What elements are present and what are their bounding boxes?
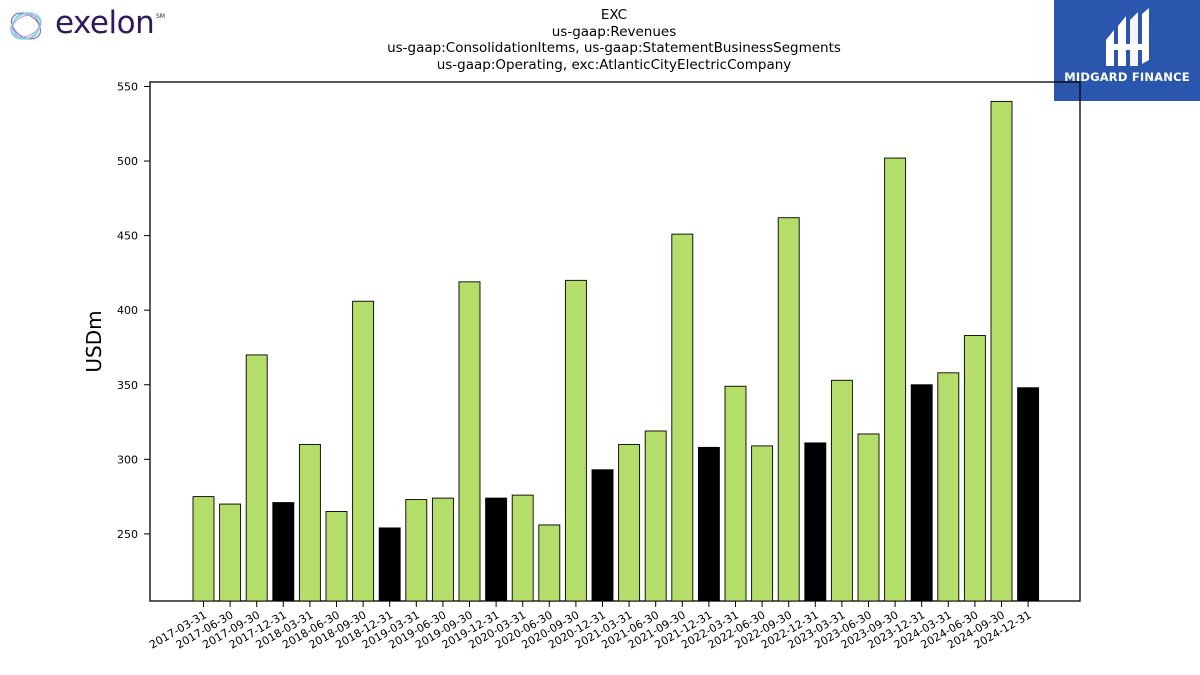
bar: [272, 502, 295, 602]
bar: [884, 157, 907, 602]
y-axis-label: USDm: [82, 310, 106, 372]
y-tick-label: 450: [117, 230, 138, 243]
title-line-1: EXC: [600, 7, 628, 23]
bar: [538, 524, 561, 602]
bar: [431, 497, 454, 602]
bar: [511, 494, 534, 602]
bar: [325, 511, 348, 602]
bar: [485, 497, 508, 602]
bar: [192, 496, 215, 602]
bar: [405, 499, 428, 602]
bar: [1017, 387, 1040, 602]
bar: [830, 379, 853, 602]
brand-service-mark: SM: [156, 13, 165, 20]
bar: [990, 100, 1013, 602]
bar: [697, 446, 720, 602]
y-tick-label: 550: [117, 80, 138, 93]
plot-frame: [149, 81, 1081, 602]
y-tick-label: 500: [117, 155, 138, 168]
bar: [644, 430, 667, 602]
exelon-logo: [10, 12, 42, 40]
bar: [378, 527, 401, 602]
bar: [298, 443, 321, 602]
title-line-2: us-gaap:Revenues: [551, 23, 677, 40]
y-tick-label: 250: [117, 528, 138, 541]
bar: [245, 354, 268, 602]
midgard-logo-icon: [1106, 8, 1149, 66]
bar: [219, 503, 242, 602]
bar: [937, 372, 960, 602]
bar: [777, 217, 800, 602]
title-line-3: us-gaap:ConsolidationItems, us-gaap:Stat…: [387, 40, 841, 56]
brand-name: exelon: [55, 5, 155, 41]
bar: [671, 233, 694, 602]
midgard-finance-badge: MIDGARD FINANCE: [1054, 0, 1200, 101]
bar: [857, 433, 880, 602]
bar: [910, 384, 933, 602]
bar: [751, 445, 774, 602]
bar: [591, 469, 614, 602]
bar: [564, 279, 587, 602]
badge-text: MIDGARD FINANCE: [1064, 70, 1190, 84]
bar: [804, 442, 827, 602]
bar: [724, 385, 747, 602]
bar: [352, 300, 375, 602]
bar: [618, 443, 641, 602]
y-tick-label: 350: [117, 379, 138, 392]
title-line-4: us-gaap:Operating, exc:AtlanticCityElect…: [436, 56, 792, 73]
bar: [963, 335, 986, 602]
chart-title: EXC us-gaap:Revenues us-gaap:Consolidati…: [340, 7, 888, 73]
y-tick-label: 300: [117, 453, 138, 466]
y-tick-label: 400: [117, 304, 138, 317]
bar: [458, 281, 481, 602]
